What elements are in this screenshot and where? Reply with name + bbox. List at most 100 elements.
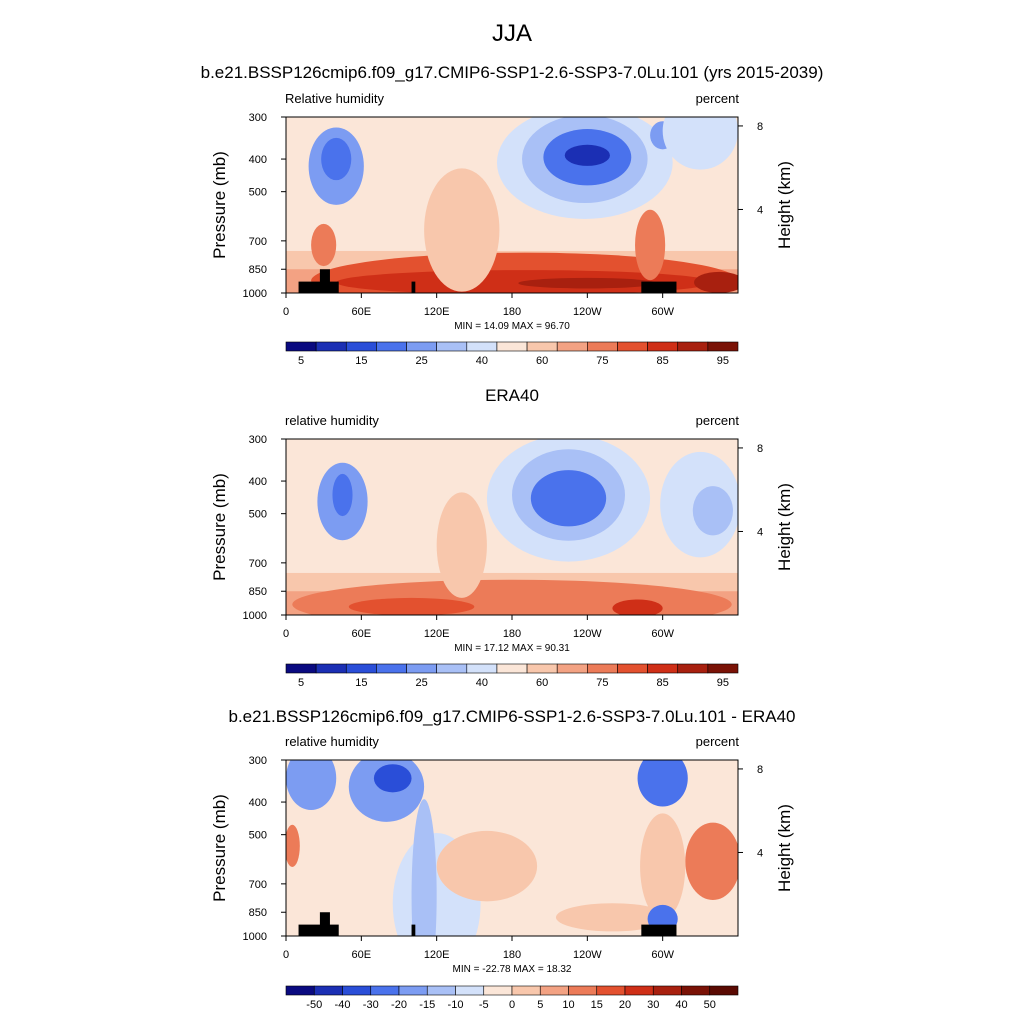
panel-1-contour-region bbox=[311, 223, 337, 267]
colorbar-swatch bbox=[556, 663, 588, 674]
colorbar-label: 15 bbox=[355, 677, 367, 689]
height-tick-label: 8 bbox=[757, 443, 763, 455]
panel-3-topography-mask bbox=[411, 924, 416, 936]
colorbar-swatch bbox=[677, 663, 709, 674]
colorbar-swatch bbox=[596, 985, 626, 996]
colorbar-label: 5 bbox=[537, 999, 543, 1011]
longitude-tick-label: 120E bbox=[424, 628, 450, 640]
panel-2-contour-region bbox=[530, 470, 607, 527]
longitude-tick-label: 0 bbox=[283, 628, 289, 640]
pressure-tick-label: 1000 bbox=[243, 931, 267, 943]
colorbar-swatch bbox=[709, 985, 739, 996]
colorbar-swatch bbox=[511, 985, 541, 996]
colorbar-label: 40 bbox=[476, 355, 488, 367]
colorbar-label: 60 bbox=[536, 677, 548, 689]
height-tick-label: 4 bbox=[757, 526, 763, 538]
pressure-tick-label: 850 bbox=[249, 907, 267, 919]
pressure-tick-label: 500 bbox=[249, 830, 267, 842]
colorbar-label: 40 bbox=[675, 999, 687, 1011]
panel-1-contour-region bbox=[311, 252, 738, 293]
colorbar-swatch bbox=[406, 341, 437, 352]
panel-3-units-label: percent bbox=[695, 734, 739, 749]
colorbar-swatch bbox=[342, 985, 372, 996]
panel-1-units-label: percent bbox=[695, 91, 739, 106]
colorbar-label: -50 bbox=[306, 999, 322, 1011]
colorbar-swatch bbox=[466, 341, 498, 352]
colorbar-label: 85 bbox=[657, 355, 669, 367]
panel-1-contour-region bbox=[424, 168, 500, 292]
pressure-axis-label: Pressure (mb) bbox=[210, 794, 229, 902]
longitude-tick-label: 120W bbox=[573, 306, 602, 318]
pressure-tick-label: 500 bbox=[249, 509, 267, 521]
panel-1-topography-mask bbox=[319, 269, 330, 293]
colorbar-swatch bbox=[677, 341, 709, 352]
colorbar-swatch bbox=[647, 663, 679, 674]
colorbar-label: -10 bbox=[448, 999, 464, 1011]
panel-3-topography-mask bbox=[298, 924, 339, 936]
pressure-tick-label: 300 bbox=[249, 434, 267, 446]
colorbar-label: 15 bbox=[355, 355, 367, 367]
panel-1-contour-region bbox=[543, 129, 632, 186]
colorbar-swatch bbox=[568, 985, 598, 996]
colorbar-label: 10 bbox=[562, 999, 574, 1011]
colorbar-swatch bbox=[496, 663, 528, 674]
colorbar-swatch bbox=[315, 341, 347, 352]
height-axis-label: Height (km) bbox=[775, 161, 794, 249]
height-tick-label: 4 bbox=[757, 204, 763, 216]
pressure-tick-label: 400 bbox=[249, 797, 267, 809]
colorbar-label: 85 bbox=[657, 677, 669, 689]
pressure-tick-label: 850 bbox=[249, 586, 267, 598]
panel-2-title: ERA40 bbox=[485, 386, 539, 405]
panel-2-contour-region bbox=[348, 597, 475, 615]
colorbar-swatch bbox=[313, 985, 343, 996]
longitude-tick-label: 180 bbox=[503, 628, 521, 640]
panel-3-minmax-stats: MIN = -22.78 MAX = 18.32 bbox=[452, 964, 572, 975]
colorbar-swatch bbox=[483, 985, 513, 996]
colorbar-swatch bbox=[496, 341, 528, 352]
panel-3-contour-region bbox=[286, 824, 300, 868]
colorbar-swatch bbox=[376, 341, 407, 352]
colorbar-swatch bbox=[436, 341, 468, 352]
colorbar-swatch bbox=[526, 341, 558, 352]
panel-1-variable-label: Relative humidity bbox=[285, 91, 384, 106]
panel-2-field-background bbox=[286, 439, 738, 615]
colorbar-swatch bbox=[587, 341, 618, 352]
colorbar-label: 5 bbox=[298, 677, 304, 689]
panel-2-frame bbox=[285, 438, 739, 616]
panel-1-contour-region bbox=[694, 271, 738, 293]
panel-1-contour-region bbox=[321, 137, 352, 181]
panel-3-contour-region bbox=[392, 833, 481, 936]
panel-1-contour-region bbox=[336, 270, 713, 293]
colorbar-swatch bbox=[466, 663, 498, 674]
height-tick-label: 8 bbox=[757, 121, 763, 133]
pressure-tick-label: 700 bbox=[249, 558, 267, 570]
panel-3-contour-region bbox=[637, 760, 688, 807]
colorbar-label: 60 bbox=[536, 355, 548, 367]
colorbar-swatch bbox=[436, 663, 468, 674]
colorbar-swatch bbox=[624, 985, 654, 996]
panel-2-minmax-stats: MIN = 17.12 MAX = 90.31 bbox=[454, 643, 570, 654]
panel-2-contour-region bbox=[292, 579, 732, 615]
colorbar-swatch bbox=[370, 985, 400, 996]
height-axis-label: Height (km) bbox=[775, 483, 794, 571]
panel-2-contour-region bbox=[332, 473, 353, 517]
panel-3-frame bbox=[285, 759, 739, 937]
panel-3-contour-region bbox=[685, 822, 738, 901]
colorbar-swatch bbox=[707, 341, 739, 352]
figure-title: JJA bbox=[491, 20, 532, 47]
colorbar-swatch bbox=[345, 663, 377, 674]
panel-1-title: b.e21.BSSP126cmip6.f09_g17.CMIP6-SSP1-2.… bbox=[200, 63, 824, 82]
pressure-tick-label: 700 bbox=[249, 879, 267, 891]
panel-1-contour-region bbox=[522, 117, 648, 204]
pressure-tick-label: 300 bbox=[249, 112, 267, 124]
longitude-tick-label: 60E bbox=[352, 306, 372, 318]
panel-1-topography-mask bbox=[641, 281, 677, 293]
colorbar-swatch bbox=[556, 341, 588, 352]
colorbar-swatch bbox=[455, 985, 485, 996]
panel-3-contour-region bbox=[286, 760, 337, 810]
colorbar-label: -40 bbox=[335, 999, 351, 1011]
pressure-tick-label: 1000 bbox=[243, 288, 267, 300]
pressure-tick-label: 300 bbox=[249, 755, 267, 767]
height-tick-label: 8 bbox=[757, 764, 763, 776]
colorbar-swatch bbox=[376, 663, 407, 674]
